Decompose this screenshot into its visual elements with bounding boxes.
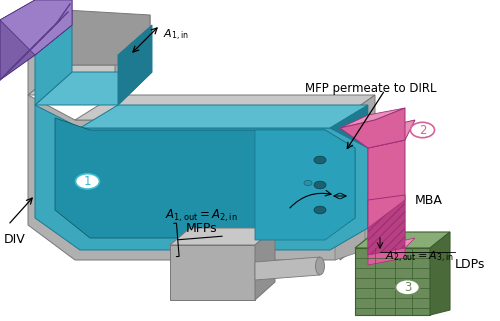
Circle shape xyxy=(304,180,312,186)
Text: 3: 3 xyxy=(404,281,411,294)
Polygon shape xyxy=(255,257,320,280)
Polygon shape xyxy=(35,25,72,105)
Polygon shape xyxy=(35,105,368,250)
Polygon shape xyxy=(0,0,72,80)
Text: LDPs: LDPs xyxy=(455,258,486,272)
Polygon shape xyxy=(255,130,355,240)
Circle shape xyxy=(314,156,326,164)
Circle shape xyxy=(396,280,419,295)
Polygon shape xyxy=(368,238,415,255)
Polygon shape xyxy=(368,248,405,265)
Polygon shape xyxy=(340,108,405,148)
Polygon shape xyxy=(330,105,368,148)
Text: DIV: DIV xyxy=(4,233,26,246)
Polygon shape xyxy=(368,120,415,148)
Polygon shape xyxy=(368,195,405,255)
Polygon shape xyxy=(115,15,150,95)
Text: 1: 1 xyxy=(84,175,91,188)
Text: 2: 2 xyxy=(419,124,426,136)
Text: MBA: MBA xyxy=(415,194,443,206)
Polygon shape xyxy=(335,115,405,155)
Text: $A_{1,\mathrm{out}} = A_{2,\mathrm{in}}$: $A_{1,\mathrm{out}} = A_{2,\mathrm{in}}$ xyxy=(165,208,238,224)
Polygon shape xyxy=(355,232,450,248)
Polygon shape xyxy=(0,0,72,55)
Circle shape xyxy=(314,206,326,214)
Polygon shape xyxy=(368,140,405,228)
Polygon shape xyxy=(170,228,275,245)
Circle shape xyxy=(410,122,434,138)
Polygon shape xyxy=(55,118,355,238)
Polygon shape xyxy=(28,65,150,95)
Polygon shape xyxy=(75,95,375,120)
Polygon shape xyxy=(65,10,150,65)
Text: $A_{2,\mathrm{out}} = A_{3,\mathrm{in}}$: $A_{2,\mathrm{out}} = A_{3,\mathrm{in}}$ xyxy=(385,250,454,265)
Polygon shape xyxy=(340,95,375,260)
Polygon shape xyxy=(430,232,450,315)
Ellipse shape xyxy=(316,257,324,275)
Polygon shape xyxy=(335,130,375,180)
Text: MFPs: MFPs xyxy=(186,222,218,235)
Polygon shape xyxy=(340,108,405,128)
Polygon shape xyxy=(335,140,365,260)
Text: $A_{1,\mathrm{in}}$: $A_{1,\mathrm{in}}$ xyxy=(163,28,188,43)
Polygon shape xyxy=(28,10,65,95)
Polygon shape xyxy=(118,25,152,105)
Text: MFP permeate to DIRL: MFP permeate to DIRL xyxy=(305,82,436,95)
Polygon shape xyxy=(35,72,152,105)
Polygon shape xyxy=(28,95,375,260)
Polygon shape xyxy=(170,245,255,300)
Polygon shape xyxy=(355,248,430,315)
Circle shape xyxy=(76,174,100,189)
Polygon shape xyxy=(80,105,368,128)
Polygon shape xyxy=(255,228,275,300)
Circle shape xyxy=(314,181,326,189)
Polygon shape xyxy=(368,200,405,255)
